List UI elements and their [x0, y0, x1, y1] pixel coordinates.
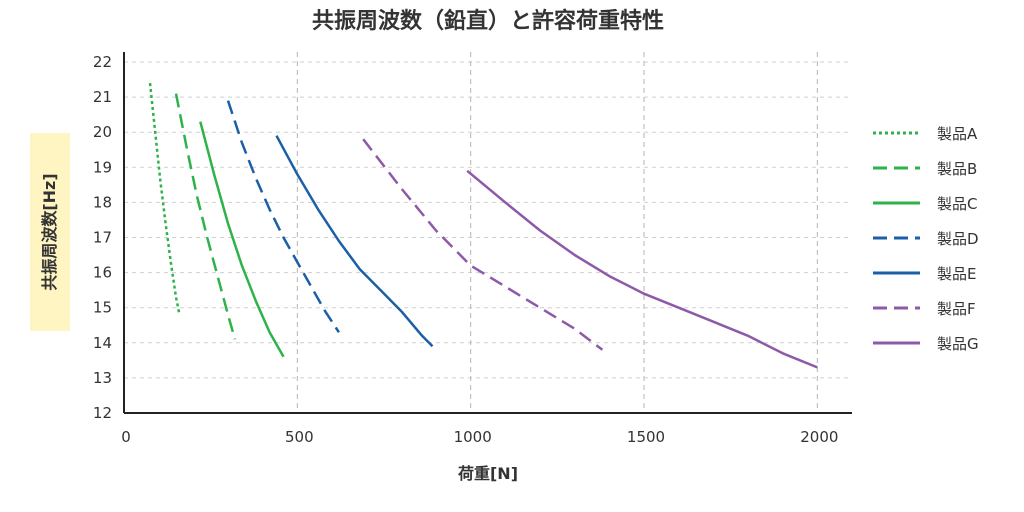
y-axis-label-background [30, 133, 70, 331]
y-tick-label: 15 [93, 299, 112, 317]
legend: 製品A 製品B 製品C 製品D 製品E 製品F 製品G [873, 125, 979, 353]
legend-label: 製品A [937, 125, 978, 143]
y-tick-label: 21 [93, 88, 112, 106]
legend-label: 製品D [937, 230, 979, 248]
y-tick-label: 14 [93, 334, 112, 352]
y-tick-label: 20 [93, 123, 112, 141]
y-tick-label: 16 [93, 264, 112, 282]
y-tick-label: 13 [93, 369, 112, 387]
tick-labels: 12 13 14 15 16 17 18 19 20 21 22 0 500 1000 1500 2000 [93, 53, 839, 446]
series-line [275, 135, 434, 348]
x-tick-label: 1000 [454, 428, 492, 446]
y-tick-label: 19 [93, 158, 112, 176]
series-line [199, 121, 285, 358]
series-line [174, 93, 237, 340]
y-tick-label: 17 [93, 229, 112, 247]
x-tick-label: 0 [121, 428, 131, 446]
chart-title: 共振周波数（鉛直）と許容荷重特性 [312, 8, 664, 34]
series-group [148, 82, 818, 369]
grid [124, 52, 852, 413]
legend-label: 製品B [937, 160, 977, 178]
y-axis-label: 共振周波数[Hz] [40, 173, 59, 290]
legend-label: 製品E [937, 265, 976, 283]
x-axis-label: 荷重[N] [458, 464, 518, 483]
legend-label: 製品C [937, 195, 977, 213]
series-line [466, 169, 818, 369]
axes [123, 52, 852, 414]
y-tick-label: 22 [93, 53, 112, 71]
x-tick-label: 1500 [627, 428, 665, 446]
y-tick-label: 12 [93, 404, 112, 422]
series-line [148, 82, 181, 315]
x-tick-label: 500 [285, 428, 314, 446]
legend-label: 製品F [937, 300, 976, 318]
series-line [362, 138, 604, 351]
y-tick-label: 18 [93, 193, 112, 211]
legend-label: 製品G [937, 335, 979, 353]
series-line [226, 100, 340, 333]
x-tick-label: 2000 [800, 428, 838, 446]
